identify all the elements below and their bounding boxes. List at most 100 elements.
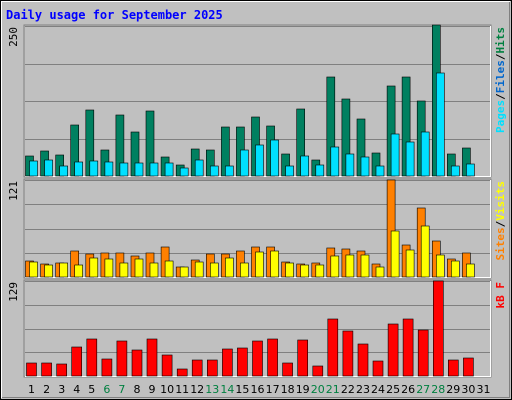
bar-kb-f-day-30	[463, 357, 474, 377]
x-tick-label-day-20: 20	[311, 383, 325, 396]
bar-sites-day-28	[435, 254, 445, 278]
bar-kb-f-day-11	[176, 368, 188, 377]
bar-kb-f-day-3	[56, 363, 68, 377]
bar-sites-day-7	[119, 262, 129, 278]
bar-kb-f-day-2	[41, 362, 52, 377]
bar-kb-f-day-18	[282, 362, 293, 377]
side-label-part: Sites	[494, 227, 507, 260]
bar-pages-day-14	[225, 165, 234, 177]
bar-sites-day-18	[285, 262, 294, 278]
bar-kb-f-day-28	[432, 280, 444, 377]
bar-sites-day-25	[390, 230, 400, 278]
bar-kb-f-day-4	[71, 346, 82, 377]
bar-pages-day-3	[59, 165, 69, 177]
panel-2-side-label: Sites/Visits	[494, 181, 507, 261]
panel-2: 121 Sites/Visits	[7, 178, 507, 279]
x-tick-label-day-5: 5	[88, 383, 95, 396]
bar-kb-f-day-27	[417, 329, 429, 377]
bar-kb-f-day-16	[252, 340, 263, 377]
bar-pages-day-13	[210, 165, 219, 177]
bar-kb-f-day-14	[222, 348, 233, 377]
bar-pages-day-25	[390, 133, 400, 177]
bar-sites-day-11	[179, 266, 189, 278]
bar-sites-day-5	[89, 257, 99, 278]
x-tick-label-day-17: 17	[266, 383, 280, 396]
bar-sites-day-26	[405, 249, 415, 278]
bar-sites-day-21	[330, 255, 340, 278]
x-tick-label-day-8: 8	[134, 383, 141, 396]
side-label-part: Hits	[494, 27, 507, 54]
side-label-part: Visits	[494, 181, 507, 221]
x-tick-label-day-14: 14	[220, 383, 234, 396]
bar-kb-f-day-1	[26, 362, 37, 377]
side-label-part: /	[494, 220, 507, 227]
bar-pages-day-11	[179, 167, 189, 177]
bar-sites-day-8	[134, 258, 144, 278]
bar-kb-f-day-24	[372, 360, 384, 377]
panel-3-side-label: kB F	[494, 282, 507, 309]
bar-pages-day-6	[104, 161, 114, 177]
bar-sites-day-1	[29, 261, 38, 278]
bar-pages-day-29	[450, 165, 460, 177]
x-tick-label-day-27: 27	[416, 383, 430, 396]
x-tick-label-day-24: 24	[371, 383, 385, 396]
x-tick-label-day-10: 10	[160, 383, 174, 396]
bar-kb-f-day-20	[312, 365, 324, 377]
bar-sites-day-2	[44, 264, 53, 278]
bar-sites-day-13	[210, 262, 219, 278]
bar-pages-day-1	[29, 160, 38, 177]
x-axis-ticks: 1 2 3 4 5 6 7 8 9 10 11 12 13 14 15 16 17 18 19 20 21 22 23 24 2…	[28, 383, 491, 396]
side-label-part: /	[494, 93, 507, 100]
bar-pages-day-9	[149, 162, 159, 177]
panel-3-ymax-label: 129	[7, 282, 20, 302]
bar-pages-day-19	[300, 155, 310, 177]
bar-pages-day-2	[44, 159, 53, 177]
x-tick-label-day-4: 4	[73, 383, 80, 396]
x-tick-label-day-23: 23	[356, 383, 370, 396]
x-tick-label-day-30: 30	[461, 383, 475, 396]
bar-pages-day-30	[466, 163, 475, 177]
bar-sites-day-23	[360, 254, 370, 278]
side-label-part: /	[494, 53, 507, 60]
bar-sites-day-12	[194, 261, 204, 278]
bar-sites-day-14	[225, 257, 234, 278]
x-tick-label-day-9: 9	[149, 383, 156, 396]
x-tick-label-day-28: 28	[431, 383, 445, 396]
side-label-part: kB F	[494, 282, 507, 309]
bar-pages-day-10	[164, 162, 174, 177]
bar-kb-f-day-10	[161, 354, 173, 377]
bar-kb-f-day-17	[267, 338, 278, 377]
x-tick-label-day-31: 31	[477, 383, 491, 396]
x-tick-label-day-7: 7	[118, 383, 125, 396]
bar-kb-f-day-7	[116, 340, 128, 377]
x-tick-label-day-3: 3	[58, 383, 65, 396]
bar-sites-day-6	[104, 258, 114, 278]
bar-kb-f-day-25	[387, 323, 399, 377]
bar-sites-day-9	[149, 262, 159, 278]
bar-kb-f-day-8	[131, 349, 143, 377]
chart-title: Daily usage for September 2025	[6, 8, 223, 22]
x-tick-label-day-11: 11	[175, 383, 189, 396]
x-tick-label-day-1: 1	[28, 383, 35, 396]
x-tick-label-day-12: 12	[190, 383, 204, 396]
bar-sites-day-15	[240, 262, 249, 278]
x-tick-label-day-22: 22	[341, 383, 355, 396]
x-tick-label-day-13: 13	[205, 383, 219, 396]
bar-sites-day-22	[345, 254, 355, 278]
side-label-part: Files	[494, 60, 507, 93]
bar-sites-day-19	[300, 264, 310, 278]
bar-kb-f-day-15	[237, 347, 248, 377]
bar-kb-f-day-21	[327, 318, 339, 377]
bar-sites-day-17	[270, 250, 279, 278]
bar-pages-day-15	[240, 149, 249, 177]
bar-kb-f-day-13	[207, 359, 218, 377]
x-tick-label-day-21: 21	[326, 383, 340, 396]
bar-pages-day-21	[330, 146, 340, 177]
bar-sites-day-3	[59, 262, 69, 278]
bar-kb-f-day-23	[357, 343, 369, 377]
bar-pages-day-7	[119, 162, 129, 177]
